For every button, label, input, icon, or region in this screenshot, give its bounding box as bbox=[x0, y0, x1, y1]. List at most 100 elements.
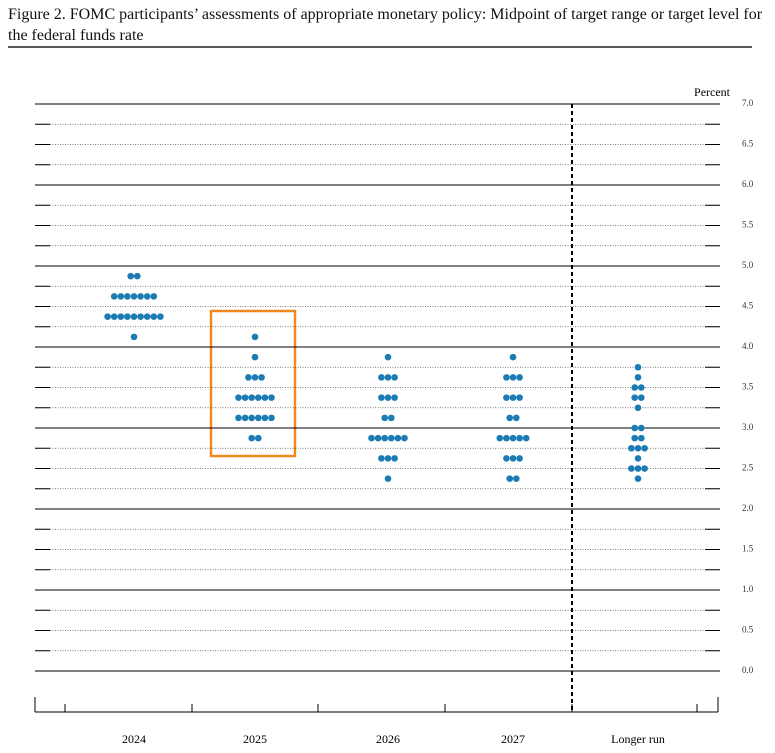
dot bbox=[522, 434, 530, 442]
dot bbox=[127, 272, 134, 280]
dot bbox=[384, 394, 392, 401]
dot bbox=[251, 353, 259, 361]
y-tick-label: 7.0 bbox=[742, 98, 754, 108]
x-tick-label: 2027 bbox=[501, 732, 525, 746]
y-tick-label: 6.5 bbox=[742, 139, 754, 149]
y-tick-label: 6.0 bbox=[742, 179, 754, 189]
dot bbox=[401, 434, 408, 442]
dot bbox=[391, 455, 398, 462]
dot bbox=[631, 394, 638, 401]
dot bbox=[634, 444, 642, 452]
dot bbox=[634, 475, 642, 482]
dot bbox=[143, 293, 151, 300]
dot bbox=[391, 394, 398, 401]
dot bbox=[258, 374, 265, 381]
dot bbox=[268, 394, 275, 401]
dot bbox=[157, 313, 164, 320]
dot bbox=[384, 475, 392, 482]
dot bbox=[248, 434, 255, 442]
dot bbox=[631, 384, 638, 391]
chart-title: Figure 2. FOMC participants’ assessments… bbox=[8, 6, 763, 44]
dot bbox=[516, 434, 523, 442]
y-tick-label: 4.0 bbox=[742, 341, 754, 351]
dot bbox=[513, 414, 520, 422]
dot bbox=[391, 374, 398, 381]
dot bbox=[381, 434, 389, 442]
dot bbox=[117, 293, 125, 300]
dot bbox=[509, 455, 517, 462]
y-tick-label: 1.0 bbox=[742, 584, 754, 594]
dot bbox=[254, 414, 262, 422]
dot bbox=[628, 444, 635, 452]
x-tick-label: 2025 bbox=[243, 732, 267, 746]
dot bbox=[506, 475, 513, 482]
dot bbox=[509, 434, 517, 442]
dot bbox=[384, 353, 392, 361]
dot bbox=[248, 414, 255, 422]
dot bbox=[130, 293, 138, 300]
dot bbox=[130, 333, 138, 341]
dot bbox=[241, 394, 249, 401]
dot bbox=[503, 374, 510, 381]
dot bbox=[641, 444, 648, 452]
dot bbox=[638, 384, 645, 391]
dot bbox=[516, 374, 523, 381]
dot bbox=[110, 293, 118, 300]
dot bbox=[143, 313, 151, 320]
dot bbox=[368, 434, 375, 442]
dot bbox=[251, 333, 259, 341]
dot bbox=[134, 272, 141, 280]
dot bbox=[137, 313, 144, 320]
dot bbox=[628, 465, 635, 472]
dot bbox=[104, 313, 111, 320]
dot bbox=[150, 313, 158, 320]
y-tick-label: 2.5 bbox=[742, 463, 754, 473]
dot bbox=[509, 394, 517, 401]
dot bbox=[631, 424, 638, 432]
dot bbox=[634, 404, 642, 412]
dot bbox=[374, 434, 382, 442]
dot bbox=[378, 394, 385, 401]
dot bbox=[388, 434, 395, 442]
dot bbox=[516, 455, 523, 462]
dot bbox=[124, 313, 131, 320]
dot bbox=[503, 394, 510, 401]
dot bbox=[378, 455, 385, 462]
x-tick-label: 2024 bbox=[122, 732, 146, 746]
x-tick-label: Longer run bbox=[611, 732, 665, 746]
dot bbox=[384, 455, 392, 462]
dot bbox=[394, 434, 402, 442]
x-axis bbox=[34, 697, 719, 713]
dot bbox=[235, 414, 242, 422]
dot bbox=[117, 313, 125, 320]
dot bbox=[261, 414, 269, 422]
dot bbox=[251, 374, 259, 381]
dot bbox=[509, 353, 517, 361]
dot bbox=[241, 414, 249, 422]
dot bbox=[634, 363, 642, 371]
dot bbox=[506, 414, 513, 422]
y-tick-label: 5.5 bbox=[742, 220, 754, 230]
dot bbox=[638, 424, 645, 432]
y-tick-label: 1.5 bbox=[742, 544, 754, 554]
dot bbox=[384, 374, 392, 381]
dot bbox=[516, 394, 523, 401]
dot bbox=[150, 293, 158, 300]
y-tick-label: 3.5 bbox=[742, 382, 754, 392]
y-tick-label: 0.0 bbox=[742, 665, 754, 675]
dot bbox=[124, 293, 131, 300]
dot bbox=[388, 414, 395, 422]
dot bbox=[496, 434, 504, 442]
dot bbox=[261, 394, 269, 401]
dot bbox=[268, 414, 275, 422]
dot bbox=[130, 313, 138, 320]
dot bbox=[137, 293, 144, 300]
dot bbox=[378, 374, 385, 381]
y-axis-label: Percent bbox=[694, 85, 731, 99]
dot bbox=[254, 394, 262, 401]
y-tick-label: 4.5 bbox=[742, 301, 754, 311]
dot bbox=[631, 434, 638, 442]
y-tick-label: 0.5 bbox=[742, 625, 754, 635]
dot bbox=[503, 455, 510, 462]
